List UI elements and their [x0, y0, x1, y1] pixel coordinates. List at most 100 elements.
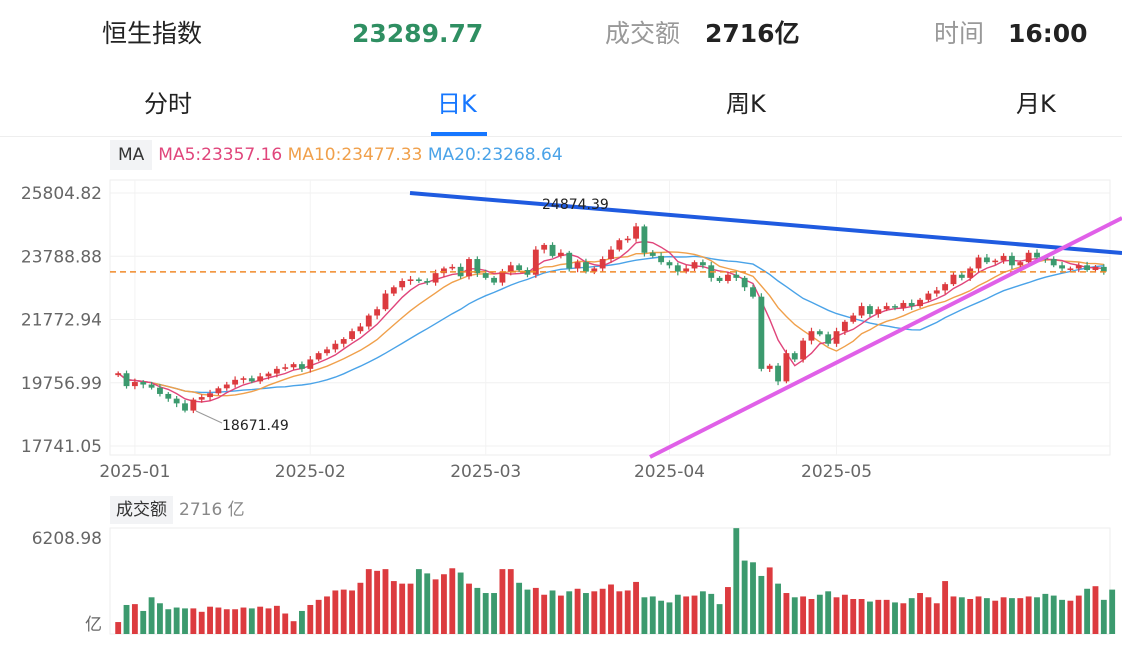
candle: [917, 297, 923, 308]
candle-body: [892, 306, 898, 308]
support-trendline: [649, 216, 1122, 459]
candle: [466, 257, 472, 280]
candle: [1034, 249, 1040, 261]
ma-legend: MA MA5:23357.16 MA10:23477.33 MA20:23268.…: [110, 140, 563, 170]
candle-body: [725, 274, 731, 282]
volume-bar: [365, 569, 372, 634]
candle-body: [750, 287, 756, 297]
volume-bar: [858, 599, 865, 634]
candle-body: [315, 353, 322, 360]
volume-bar: [641, 597, 648, 634]
candle: [766, 363, 773, 372]
candle: [616, 238, 623, 252]
volume-legend-value: 2716 亿: [179, 500, 245, 520]
candle-body: [541, 244, 548, 250]
volume-bar: [800, 596, 807, 634]
volume-bar: [324, 596, 330, 634]
volume-bar: [900, 603, 907, 634]
candle-body: [157, 387, 163, 394]
period-tabs: 分时 日K 周K 月K: [0, 80, 1122, 137]
tab-daily-k[interactable]: 日K: [437, 90, 477, 118]
candle-body: [975, 257, 982, 269]
volume-bar: [207, 606, 213, 634]
tab-monthly-k[interactable]: 月K: [1016, 90, 1056, 118]
candle-body: [1017, 262, 1024, 266]
volume-bar: [491, 593, 497, 634]
candle-body: [1025, 252, 1032, 263]
volume-unit: 亿: [85, 615, 102, 635]
candle: [691, 260, 698, 271]
volume-bar: [983, 598, 990, 634]
candle-body: [399, 281, 406, 288]
candle: [491, 275, 497, 286]
candle: [541, 243, 548, 254]
volume-bar: [190, 608, 197, 634]
volume-bar: [215, 607, 222, 634]
candle: [190, 397, 197, 414]
volume-bar: [1017, 598, 1024, 634]
date-tick-label: 2025-02: [275, 462, 346, 482]
candle: [900, 300, 907, 311]
volume-toggle-button[interactable]: 成交额: [110, 496, 173, 524]
volume-bar: [766, 567, 773, 634]
candle: [123, 370, 130, 389]
moving-averages: [117, 240, 1104, 403]
candle: [775, 363, 781, 386]
candle-body: [1067, 268, 1074, 270]
time-value: 16:00: [1008, 19, 1088, 48]
candle: [248, 375, 255, 384]
candle-body: [1034, 252, 1040, 258]
candlestick-chart[interactable]: 25804.82 23788.88 21772.94 19756.99 17741.05…: [0, 0, 1122, 490]
volume-bar: [591, 591, 598, 634]
candle-body: [967, 268, 974, 278]
ma-toggle-button[interactable]: MA: [110, 140, 153, 170]
candle-body: [532, 249, 539, 275]
volume-bar: [273, 605, 280, 634]
candle: [725, 272, 731, 284]
candle: [599, 256, 606, 272]
volume-bar: [332, 590, 339, 634]
candle-body: [658, 255, 665, 263]
candle: [516, 263, 523, 272]
candle-body: [340, 339, 347, 344]
candle-body: [557, 252, 564, 256]
volume-bar: [608, 584, 614, 634]
volume-bar: [131, 604, 138, 634]
date-tick-label: 2025-04: [634, 462, 705, 482]
candle: [875, 306, 882, 318]
candle-body: [775, 365, 781, 382]
tab-weekly-k[interactable]: 周K: [726, 90, 766, 118]
volume-bar: [908, 598, 915, 634]
tab-intraday[interactable]: 分时: [144, 90, 192, 118]
volume-bar: [232, 609, 239, 634]
volume-bar: [649, 596, 656, 634]
candle-body: [1075, 265, 1082, 269]
candle: [808, 327, 815, 345]
volume-bar: [240, 607, 247, 634]
candle-body: [282, 367, 289, 369]
candle: [148, 381, 155, 390]
candle-body: [649, 252, 656, 256]
candle: [1084, 261, 1091, 272]
index-name: 恒生指数: [102, 19, 203, 48]
candle-body: [917, 299, 923, 307]
candle: [282, 363, 289, 371]
volume-bar: [1084, 588, 1091, 634]
candle-body: [574, 262, 581, 269]
candle: [299, 361, 305, 372]
candle-body: [992, 260, 999, 263]
candle: [716, 275, 723, 283]
candle-body: [633, 226, 639, 239]
candle: [215, 386, 222, 396]
candle: [307, 355, 314, 373]
candle: [908, 299, 915, 310]
volume-bar: [733, 528, 740, 634]
price-tick-label: 23788.88: [21, 247, 102, 267]
volume-bar: [557, 595, 564, 634]
volume-bar: [198, 611, 205, 634]
candle: [524, 267, 531, 278]
volume-bar: [658, 600, 665, 634]
candle-body: [566, 252, 573, 269]
candle: [332, 340, 339, 353]
volume-bar: [574, 588, 581, 634]
